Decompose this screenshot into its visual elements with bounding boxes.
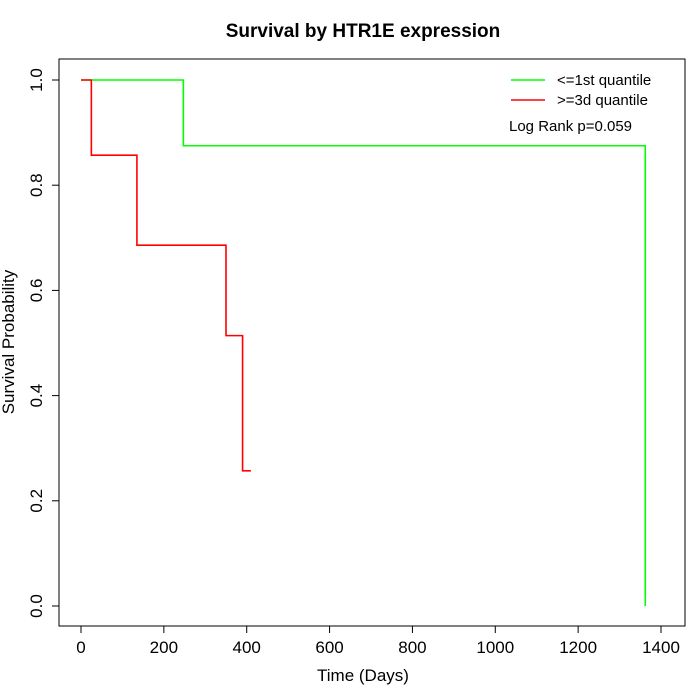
legend-label: >=3d quantile (557, 92, 648, 109)
series-layer (81, 79, 647, 606)
log-rank-annotation: Log Rank p=0.059 (509, 118, 632, 135)
legend: <=1st quantile >=3d quantile (511, 72, 651, 109)
x-tick-label: 600 (315, 638, 343, 657)
y-tick-label: 0.6 (27, 279, 46, 303)
series-line-1 (81, 79, 647, 606)
x-tick-label: 200 (150, 638, 178, 657)
y-tick-label: 0.2 (27, 489, 46, 513)
chart-title: Survival by HTR1E expression (226, 21, 501, 42)
y-tick-label: 0.0 (27, 594, 46, 618)
series-line-2 (81, 79, 251, 472)
x-axis-label: Time (Days) (317, 666, 409, 685)
x-tick-label: 1200 (559, 638, 597, 657)
x-tick-label: 0 (76, 638, 85, 657)
plot-frame (58, 58, 686, 627)
y-tick-label: 1.0 (27, 68, 46, 92)
x-tick-label: 1400 (642, 638, 680, 657)
x-tick-label: 1000 (476, 638, 514, 657)
y-axis: 0.0 0.2 0.4 0.6 0.8 1.0 (27, 68, 60, 618)
y-tick-label: 0.4 (27, 384, 46, 408)
y-tick-label: 0.8 (27, 173, 46, 197)
x-tick-label: 400 (233, 638, 261, 657)
x-axis: 0 200 400 600 800 1000 1200 1400 (76, 625, 680, 657)
x-tick-label: 800 (398, 638, 426, 657)
legend-label: <=1st quantile (557, 72, 651, 89)
y-axis-label: Survival Probability (0, 269, 18, 414)
